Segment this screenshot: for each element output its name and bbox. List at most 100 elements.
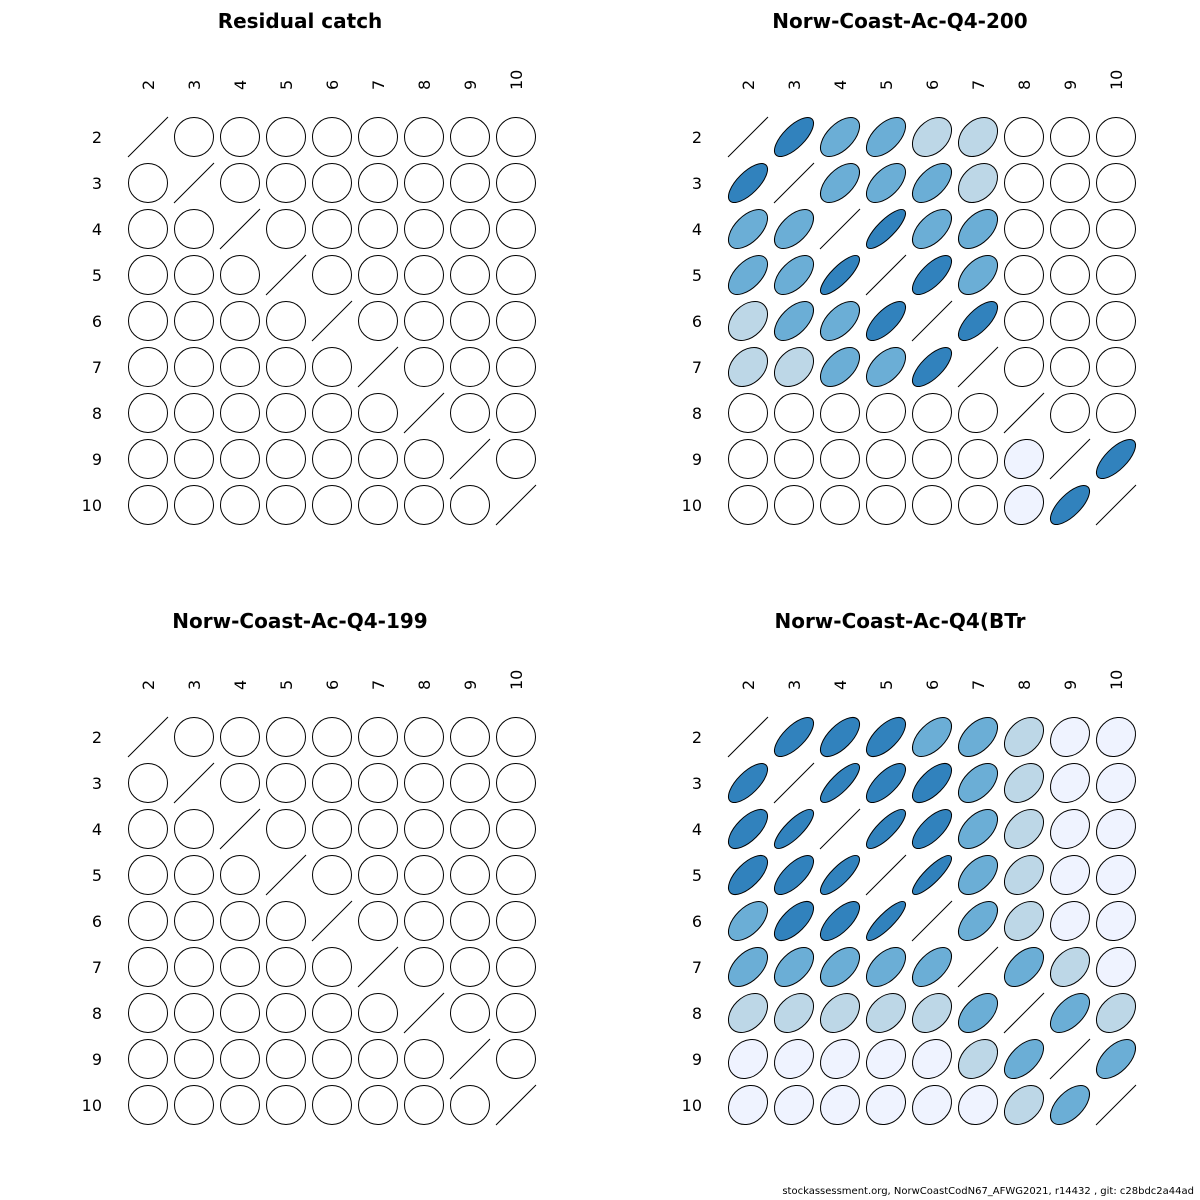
correlation-ellipse: [496, 901, 536, 941]
column-label: 5: [877, 80, 896, 90]
correlation-ellipse: [450, 301, 490, 341]
correlation-ellipse: [774, 947, 814, 987]
correlation-ellipse: [1004, 117, 1044, 157]
correlation-ellipse: [1003, 484, 1045, 526]
row-label: 3: [92, 174, 102, 193]
correlation-ellipse: [728, 347, 768, 387]
column-label: 5: [877, 680, 896, 690]
column-label: 8: [1015, 680, 1034, 690]
diagonal-mark: [957, 946, 999, 988]
column-label: 3: [185, 80, 204, 90]
correlation-ellipse: [820, 855, 860, 895]
correlation-ellipse: [404, 1039, 444, 1079]
correlation-ellipse: [404, 855, 444, 895]
row-label: 2: [92, 128, 102, 147]
correlation-ellipse: [728, 1039, 768, 1079]
correlation-ellipse: [958, 209, 998, 249]
diagonal-mark: [773, 162, 815, 204]
correlation-ellipse: [866, 901, 906, 941]
column-label: 6: [923, 680, 942, 690]
correlation-ellipse: [312, 117, 352, 157]
correlation-ellipse: [128, 347, 168, 387]
correlation-ellipse: [1004, 301, 1044, 341]
correlation-ellipse: [1004, 347, 1044, 387]
correlation-ellipse: [958, 993, 998, 1033]
correlation-ellipse: [820, 255, 860, 295]
correlation-ellipse: [266, 717, 306, 757]
correlation-ellipse: [1003, 1084, 1045, 1126]
diagonal-mark: [1095, 1084, 1137, 1126]
correlation-ellipse: [728, 392, 768, 433]
diagonal-mark: [865, 854, 907, 896]
diagonal-mark: [173, 762, 215, 804]
row-label: 6: [92, 312, 102, 331]
column-label: 6: [323, 680, 342, 690]
correlation-ellipse: [958, 717, 998, 757]
correlation-ellipse: [1004, 255, 1044, 295]
correlation-ellipse: [957, 1084, 999, 1126]
correlation-ellipse: [866, 809, 906, 849]
correlation-ellipse: [358, 209, 398, 249]
correlation-ellipse: [266, 1085, 306, 1125]
correlation-ellipse: [774, 439, 814, 479]
panel-title: Norw-Coast-Ac-Q4-199: [172, 609, 427, 633]
correlation-ellipse: [404, 255, 444, 295]
correlation-ellipse: [220, 485, 260, 525]
column-label: 8: [1015, 80, 1034, 90]
correlation-ellipse: [496, 347, 536, 387]
column-label: 2: [739, 80, 758, 90]
diagonal-mark: [911, 900, 953, 942]
correlation-ellipse: [174, 485, 214, 525]
correlation-ellipse: [728, 163, 768, 203]
correlation-ellipse: [727, 1084, 769, 1126]
correlation-ellipse: [911, 1084, 953, 1126]
diagonal-mark: [127, 116, 169, 158]
diagonal-mark: [495, 484, 537, 526]
correlation-ellipse: [404, 1085, 444, 1125]
correlation-ellipse: [450, 809, 490, 849]
row-label: 8: [692, 1004, 702, 1023]
correlation-ellipse: [866, 947, 906, 987]
row-label: 7: [692, 958, 702, 977]
row-label: 8: [692, 404, 702, 423]
correlation-ellipse: [496, 301, 536, 341]
diagonal-mark: [819, 808, 861, 850]
correlation-ellipse: [358, 255, 398, 295]
correlation-ellipse: [128, 763, 168, 803]
diagonal-mark: [1003, 992, 1045, 1034]
correlation-ellipse: [404, 809, 444, 849]
column-label: 5: [277, 80, 296, 90]
correlation-ellipse: [774, 485, 814, 525]
column-label: 4: [831, 80, 850, 90]
correlation-ellipse: [312, 393, 352, 433]
row-label: 7: [92, 958, 102, 977]
correlation-ellipse: [1096, 255, 1136, 295]
column-label: 2: [139, 80, 158, 90]
correlation-ellipse: [312, 1085, 352, 1125]
correlation-ellipse: [958, 163, 998, 203]
footer-source-text: stockassessment.org, NorwCoastCodN67_AFW…: [782, 1186, 1194, 1197]
diagonal-mark: [403, 992, 445, 1034]
row-label: 2: [692, 128, 702, 147]
correlation-ellipse: [865, 992, 907, 1034]
correlation-ellipse: [174, 717, 214, 757]
correlation-ellipse: [404, 947, 444, 987]
correlation-ellipse: [358, 1085, 398, 1125]
correlation-ellipse: [496, 439, 536, 479]
correlation-ellipse: [820, 947, 860, 987]
column-label: 2: [139, 680, 158, 690]
diagonal-mark: [727, 716, 769, 758]
diagonal-mark: [495, 1084, 537, 1126]
correlation-ellipse: [266, 208, 306, 249]
correlation-ellipse: [220, 855, 260, 895]
correlation-ellipse: [312, 763, 352, 803]
row-label: 9: [692, 1050, 702, 1069]
correlation-ellipse: [911, 992, 953, 1034]
correlation-ellipse: [220, 947, 260, 987]
correlation-ellipse: [174, 809, 214, 849]
correlation-ellipse: [1004, 209, 1044, 249]
correlation-ellipse: [450, 717, 490, 757]
column-label: 9: [461, 680, 480, 690]
correlation-ellipse: [404, 117, 444, 157]
